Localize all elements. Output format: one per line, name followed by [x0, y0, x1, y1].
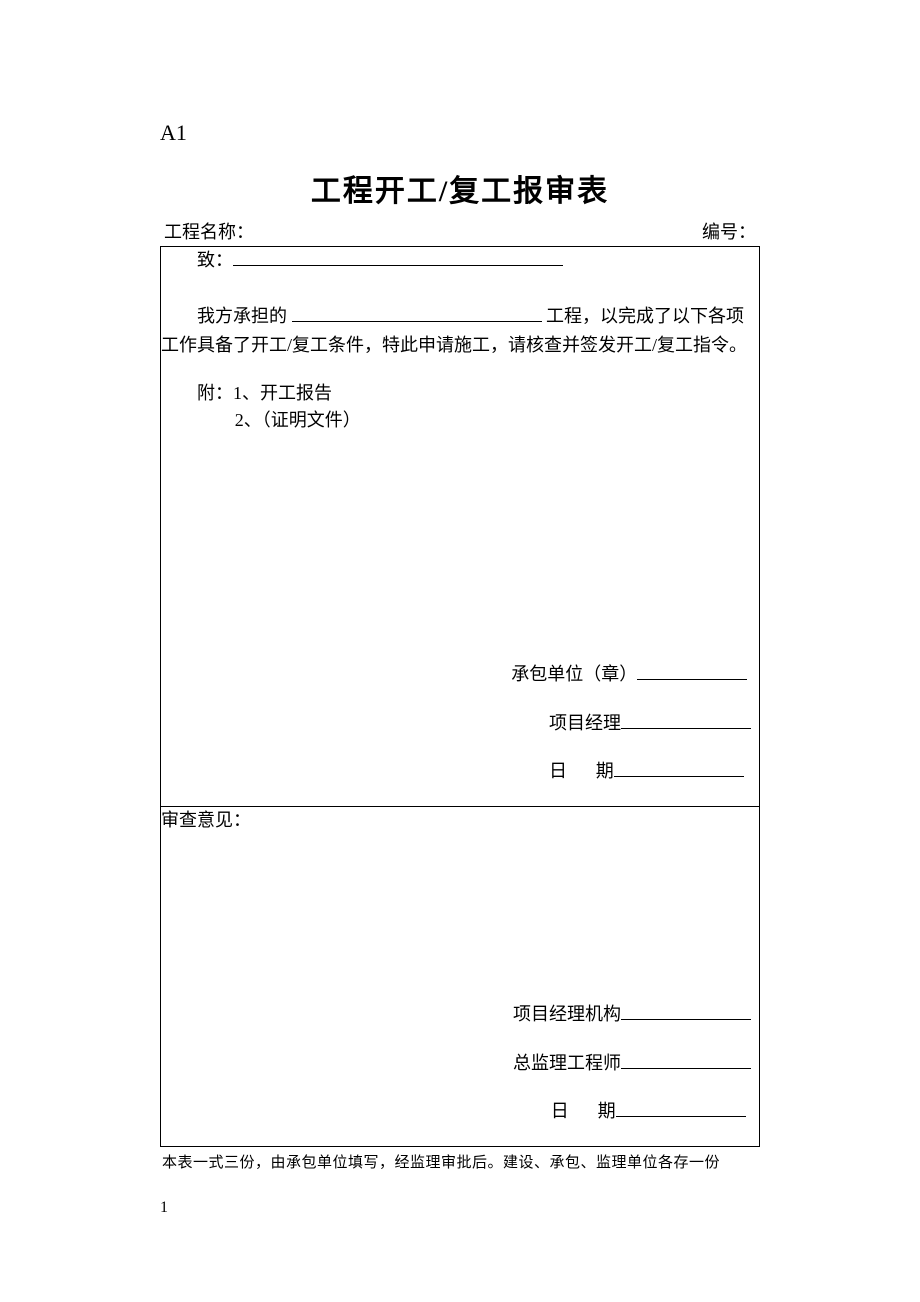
project-name-label: 工程名称： [164, 218, 254, 244]
page-title: 工程开工/复工报审表 [160, 166, 760, 210]
chief-engineer-blank[interactable] [621, 1051, 751, 1069]
form-code: A1 [160, 120, 760, 146]
review-label: 审查意见： [161, 807, 759, 834]
to-line: 致： [161, 247, 759, 274]
serial-label: 编号： [702, 218, 756, 244]
pm-org-blank[interactable] [621, 1002, 751, 1020]
review-date-blank[interactable] [616, 1099, 746, 1117]
review-section: 审查意见： 项目经理机构 总监理工程师 日期 [161, 807, 760, 1147]
attach-item-1: 1、开工报告 [233, 383, 332, 403]
contractor-seal-blank[interactable] [637, 662, 747, 680]
para-part1: 我方承担的 [197, 306, 287, 326]
contractor-seal-line: 承包单位（章） [511, 650, 751, 699]
chief-engineer-line: 总监理工程师 [513, 1039, 751, 1088]
review-date-label-1: 日 [551, 1101, 569, 1121]
attach-label: 附： [197, 383, 233, 403]
chief-engineer-label: 总监理工程师 [513, 1053, 621, 1073]
date-blank[interactable] [614, 759, 744, 777]
pm-org-label: 项目经理机构 [513, 1004, 621, 1024]
footer-note: 本表一式三份，由承包单位填写，经监理审批后。建设、承包、监理单位各存一份 [160, 1151, 760, 1172]
header-line: 工程名称： 编号： [160, 218, 760, 244]
pm-org-line: 项目经理机构 [513, 990, 751, 1039]
applicant-section: 致： 我方承担的 工程，以完成了以下各项工作具备了开工/复工条件，特此申请施工，… [161, 247, 760, 807]
to-label: 致： [197, 250, 233, 270]
body-paragraph: 我方承担的 工程，以完成了以下各项工作具备了开工/复工条件，特此申请施工，请核查… [161, 302, 759, 360]
review-date-line: 日期 [513, 1087, 751, 1136]
date-label-1: 日 [549, 761, 567, 781]
pm-label: 项目经理 [549, 713, 621, 733]
to-blank[interactable] [233, 248, 563, 266]
review-date-label-2: 期 [598, 1101, 616, 1121]
pm-line: 项目经理 [511, 699, 751, 748]
attachments: 附：1、开工报告 2、（证明文件） [161, 380, 759, 434]
contractor-seal-label: 承包单位（章） [511, 664, 637, 684]
attach-item-2: 2、（证明文件） [235, 410, 361, 430]
page-number: 1 [160, 1199, 168, 1217]
pm-blank[interactable] [621, 711, 751, 729]
review-sign-block: 项目经理机构 总监理工程师 日期 [513, 990, 751, 1136]
main-form-table: 致： 我方承担的 工程，以完成了以下各项工作具备了开工/复工条件，特此申请施工，… [160, 246, 760, 1147]
project-blank[interactable] [292, 304, 542, 322]
date-line: 日期 [511, 747, 751, 796]
date-label-2: 期 [596, 761, 614, 781]
applicant-sign-block: 承包单位（章） 项目经理 日期 [511, 650, 751, 796]
